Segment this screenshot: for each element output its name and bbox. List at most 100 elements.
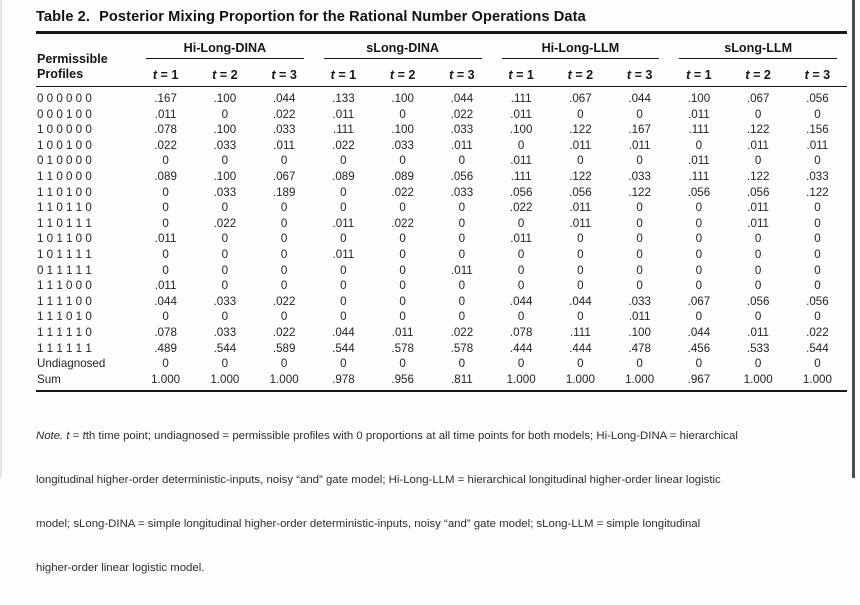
value-cell: 0 [340,279,347,293]
value-cell: 0 [458,310,466,324]
value-cell: 0 [754,310,762,324]
value-cell: .578 [391,341,414,355]
table-row: 0 0 0 1 0 0 .011 0 .022 .011 0 .022 .011 0 0 .011 0… [36,107,847,123]
value-cell: .011 [451,138,473,152]
value-cell: 0 [517,216,525,230]
value-cell: 0 [695,138,703,152]
value-cell: 0 [577,279,584,293]
value-cell: 0 [814,232,821,246]
value-cell: .444 [509,341,533,355]
row-header-line2: Profiles [37,67,84,82]
profile-cell: 0 0 0 1 0 0 [37,107,92,121]
value-cell: .122 [628,185,651,199]
table-row: 1 1 0 1 0 0 0 .033 .189 0 .022 .033 .056 .056 .12… [36,185,847,201]
value-cell: .033 [450,123,474,137]
value-cell: 0 [636,232,643,246]
value-cell: 0 [577,154,584,168]
value-cell: .022 [272,107,296,121]
value-cell: .033 [450,185,474,199]
value-cell: .033 [391,138,414,152]
value-cell: .044 [687,325,711,339]
value-cell: .122 [569,123,592,137]
profile-cell: Sum [36,371,136,393]
time-column-header: t = 1 [669,59,729,87]
value-cell: 0 [814,201,821,215]
value-cell: .011 [747,201,770,215]
value-cell: 0 [280,263,288,277]
value-cell: 0 [280,310,288,324]
row-header-permissible-profiles: Permissible Profiles [36,32,136,87]
value-cell: 0 [340,263,347,277]
value-cell: .011 [273,138,295,152]
profile-cell: 1 1 1 1 0 0 [37,294,92,308]
value-cell: 0 [636,357,643,371]
value-cell: .033 [272,123,296,137]
row-header-line1: Permissible [37,52,108,67]
value-cell: 0 [280,247,288,261]
value-cell: .044 [450,92,474,105]
value-cell: 0 [458,216,466,230]
value-cell: .122 [806,185,829,199]
value-cell: .167 [628,123,651,137]
value-cell: .056 [746,294,770,308]
value-cell: 0 [695,216,703,230]
value-cell: .056 [806,92,829,105]
value-cell: .544 [332,341,355,355]
value-cell: 0 [458,247,466,261]
time-column-header: t = 3 [254,59,314,87]
table-row: 1 1 1 1 1 1 .489 .544 .589 .544 .578 .578 .444.… [36,341,847,357]
value-cell: 0 [814,279,821,293]
value-cell: .044 [569,294,592,308]
table-row: 0 1 0 0 0 0 0 0 0 0 0 0 .011 0 0 .011 0 0 [36,153,847,169]
value-cell: 0 [814,107,821,121]
value-cell: .089 [154,169,177,183]
value-cell: .189 [272,185,296,199]
value-cell: .100 [391,123,414,137]
value-cell: 0 [399,357,406,371]
value-cell: 0 [458,279,466,293]
value-cell: 0 [814,247,821,261]
value-cell: 0 [280,216,288,230]
value-cell: 0 [399,154,406,168]
time-column-header: t = 2 [550,59,611,87]
value-cell: 0 [340,154,347,168]
value-cell: 0 [636,216,643,230]
value-cell: .011 [688,107,710,121]
value-cell: 0 [754,263,762,277]
table-row: 0 0 0 0 0 0 .167 .100 .044 .133 .100 .044 .111.… [36,87,847,107]
value-cell: .011 [510,154,533,168]
value-cell: 0 [577,232,584,246]
value-cell: .111 [510,169,532,183]
value-cell: 1.000 [610,371,670,393]
table-body: 0 0 0 0 0 0 .167 .100 .044 .133 .100 .044 .111.… [36,87,848,393]
value-cell: .489 [154,341,177,355]
note-line-3: model; sLong-DINA = simple longitudinal … [36,517,701,530]
value-cell: .033 [628,294,651,308]
value-cell: 0 [458,154,466,168]
value-cell: 0 [221,201,229,215]
value-cell: 0 [695,247,703,261]
table-row: 1 0 1 1 0 0 .011 0 0 0 0 0 .011 0 0 0 0 0 [36,231,847,247]
value-cell: 0 [695,232,703,246]
table-row: Undiagnosed 0 0 0 0 0 0 0 0 0 0 0 0 [36,356,847,372]
value-cell: 0 [280,201,288,215]
value-cell: .011 [510,232,533,246]
value-cell: 1.000 [195,371,255,393]
value-cell: 0 [754,107,762,121]
value-cell: 0 [577,247,584,261]
time-header-row: t = 1 t = 2 t = 3 t = 1 t = 2 t = 3 t = … [36,59,848,87]
profile-cell: 1 1 0 1 1 0 [37,201,92,215]
value-cell: .967 [669,371,729,393]
value-cell: 0 [162,185,169,199]
value-cell: 0 [221,154,229,168]
value-cell: 0 [399,310,406,324]
value-cell: .011 [391,325,414,339]
profile-cell: 1 0 0 1 0 0 [37,138,92,152]
value-cell: 0 [636,247,643,261]
value-cell: 0 [814,310,821,324]
note-line-1: Note. t = tth time point; undiagnosed = … [36,429,738,442]
value-cell: 0 [517,310,525,324]
time-column-header: t = 1 [313,59,374,87]
value-cell: .033 [806,169,829,183]
